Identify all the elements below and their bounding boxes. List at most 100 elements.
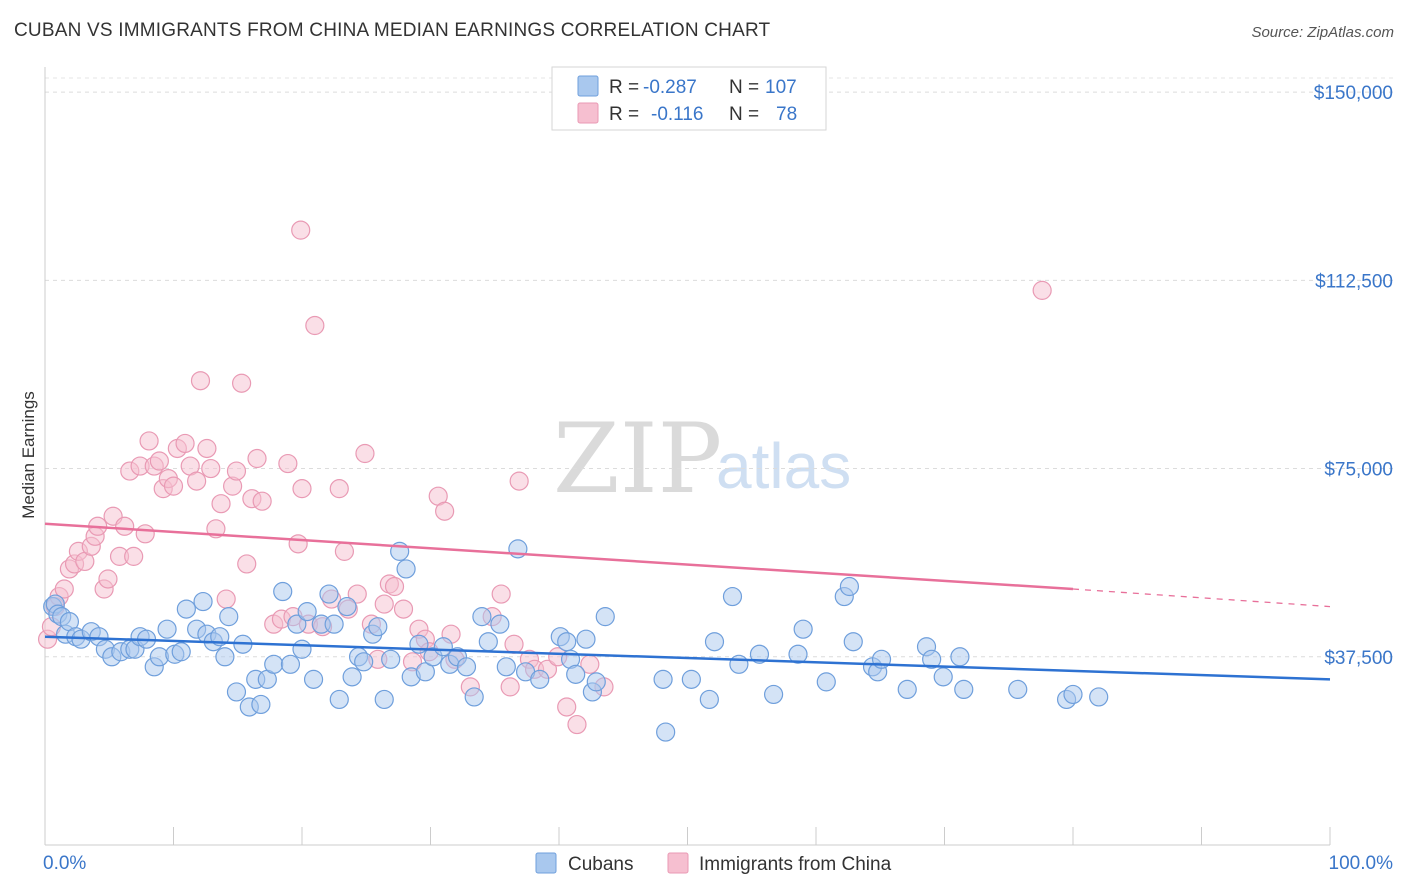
bottom-legend-swatch-pink [667, 852, 689, 874]
data-point [303, 669, 324, 689]
data-point [157, 619, 177, 639]
data-point [478, 632, 498, 652]
x-tick-label: 0.0% [43, 853, 86, 874]
data-point [576, 629, 596, 649]
data-point [839, 576, 860, 597]
watermark-atlas: atlas [716, 430, 851, 502]
data-point [793, 619, 813, 639]
data-point [297, 602, 317, 622]
data-point [704, 632, 725, 652]
data-point [247, 448, 267, 469]
y-axis-title: Median Earnings [19, 391, 38, 519]
data-point [139, 431, 159, 451]
data-point [1063, 684, 1083, 705]
data-point [342, 667, 362, 687]
legend-n-label: N = [729, 77, 759, 98]
legend-swatch-blue [577, 75, 599, 97]
legend-r-label: R = [609, 77, 639, 98]
trend-line-china-extension [1072, 588, 1331, 608]
bottom-legend-label-cubans: Cubans [568, 854, 634, 875]
data-point [415, 662, 435, 682]
data-point [287, 614, 307, 634]
y-tick-label: $112,500 [1315, 271, 1393, 292]
data-point [763, 684, 784, 705]
data-point [237, 554, 257, 574]
data-point [232, 373, 252, 393]
bottom-legend-label-china: Immigrants from China [699, 854, 892, 875]
bottom-legend: Cubans Immigrants from China [535, 852, 892, 875]
data-point [226, 461, 247, 481]
data-point [324, 614, 344, 634]
data-point [201, 458, 221, 479]
data-point [292, 479, 312, 499]
legend-swatch-pink [577, 102, 599, 124]
data-point [530, 669, 550, 689]
data-point [216, 589, 236, 609]
correlation-legend: R = -0.287 N = 107 R = -0.116 N = 78 [551, 66, 827, 131]
data-point [381, 649, 401, 669]
data-point [950, 647, 970, 667]
data-point [435, 501, 455, 521]
data-point [124, 546, 144, 566]
data-point [496, 657, 516, 677]
data-point [197, 438, 217, 459]
data-point [291, 220, 311, 240]
legend-r-value: -0.116 [651, 104, 703, 125]
data-point [329, 689, 349, 710]
legend-n-label: N = [729, 104, 759, 125]
data-point [586, 672, 606, 692]
data-point [504, 634, 524, 654]
data-point [176, 599, 196, 619]
data-point [897, 679, 917, 700]
data-point [319, 584, 339, 604]
data-point [653, 669, 673, 689]
data-point [490, 614, 510, 634]
data-point [472, 607, 492, 627]
data-point [729, 654, 749, 674]
data-point [149, 451, 169, 471]
series-immigrants-from-china [37, 220, 1052, 735]
data-point [135, 524, 155, 544]
source-label: Source: ZipAtlas.com [1251, 24, 1394, 41]
y-tick-labels: $37,500 $75,000 $112,500 $150,000 [1314, 83, 1393, 669]
data-point [595, 607, 615, 627]
data-point [187, 471, 207, 491]
data-point [509, 471, 529, 491]
data-point [491, 584, 511, 604]
axes [44, 67, 1331, 846]
bottom-legend-swatch-blue [535, 852, 557, 874]
data-point [252, 491, 272, 511]
data-point [393, 599, 414, 619]
data-point [557, 697, 577, 717]
trend-lines [44, 522, 1331, 681]
data-point [500, 677, 520, 697]
data-point [347, 584, 367, 604]
data-point [175, 433, 195, 454]
data-point [557, 632, 577, 652]
y-tick-label: $75,000 [1324, 460, 1393, 481]
data-point [163, 476, 184, 496]
legend-n-value: 107 [765, 77, 797, 98]
data-point [464, 687, 484, 707]
data-point [396, 559, 416, 579]
data-point [567, 714, 587, 735]
y-tick-label: $37,500 [1324, 648, 1393, 669]
data-point [1089, 687, 1109, 707]
data-point [954, 679, 974, 700]
trend-line-cubans [44, 635, 1331, 681]
data-point [292, 639, 312, 659]
data-point [374, 594, 394, 614]
data-point [337, 596, 357, 617]
data-point [354, 652, 374, 672]
data-point [374, 689, 394, 710]
legend-n-value: 78 [776, 104, 797, 125]
data-point [384, 576, 405, 597]
data-point [273, 581, 293, 602]
x-tick-labels: 0.0% 100.0% [43, 853, 1393, 874]
data-point [329, 479, 349, 499]
data-point [355, 443, 375, 464]
data-point [190, 371, 211, 391]
watermark-zip: ZIP [553, 403, 722, 515]
data-point [933, 667, 953, 687]
